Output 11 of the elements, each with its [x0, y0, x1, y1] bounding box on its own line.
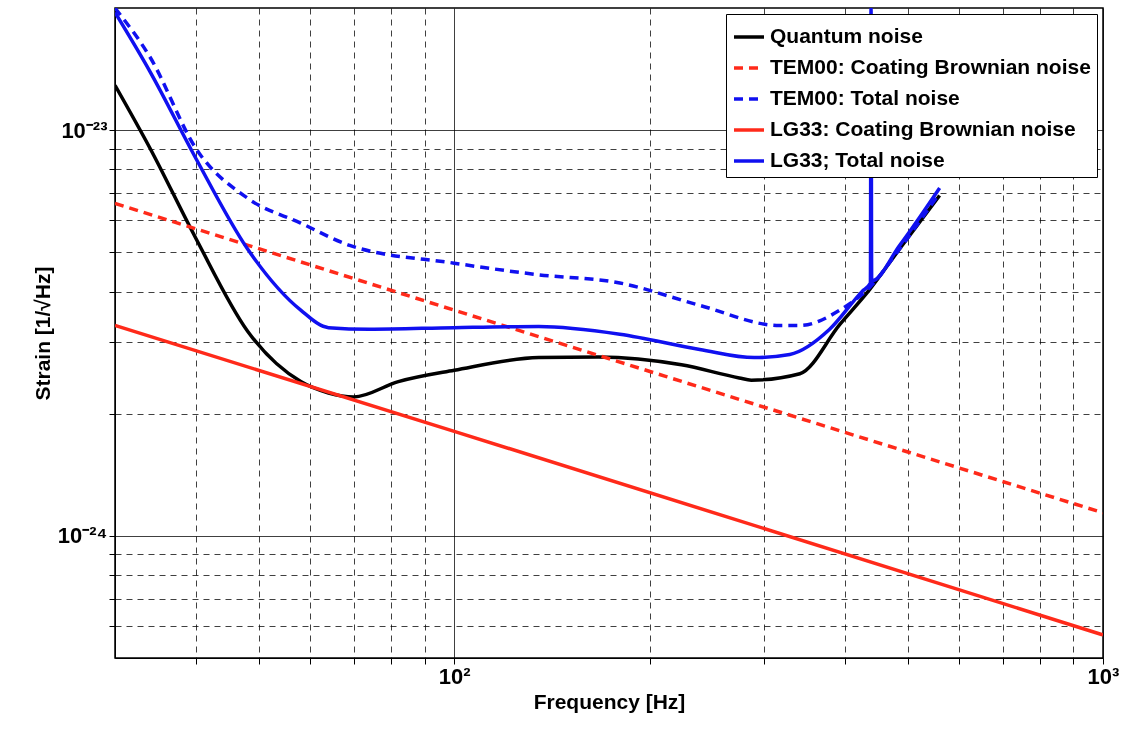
- x-tick-label: 10³: [1087, 663, 1120, 689]
- x-tick-label: 10²: [438, 663, 471, 689]
- y-tick-label: 10⁻²³: [61, 117, 108, 143]
- legend-label: LG33: Coating Brownian noise: [770, 117, 1076, 140]
- legend-label: Quantum noise: [770, 24, 923, 47]
- x-axis-title: Frequency [Hz]: [533, 689, 686, 713]
- legend-label: LG33; Total noise: [770, 148, 945, 171]
- y-axis-title: Strain [1/√Hz]: [30, 266, 54, 401]
- y-tick-label: 10⁻²⁴: [57, 523, 108, 549]
- legend-label: TEM00: Coating Brownian noise: [770, 55, 1091, 78]
- legend-label: TEM00: Total noise: [770, 86, 960, 109]
